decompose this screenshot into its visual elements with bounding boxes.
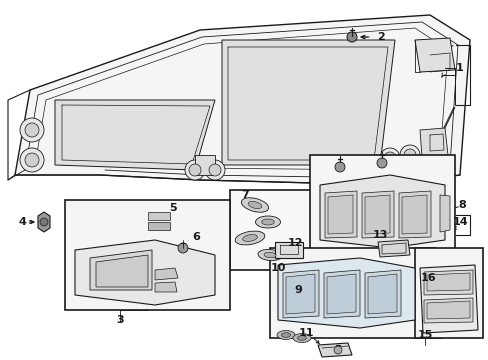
Text: 5: 5 [169,203,177,213]
Circle shape [184,160,204,180]
Circle shape [403,149,415,161]
Polygon shape [364,270,400,318]
Polygon shape [361,191,393,238]
Polygon shape [326,274,355,314]
Circle shape [20,148,44,172]
Ellipse shape [241,198,268,212]
Polygon shape [401,195,426,234]
Circle shape [334,162,345,172]
Text: 4: 4 [18,217,26,227]
Circle shape [383,152,395,164]
Ellipse shape [242,235,257,242]
Ellipse shape [235,231,264,245]
Ellipse shape [281,333,290,337]
Circle shape [399,145,419,165]
Circle shape [208,164,221,176]
Ellipse shape [255,216,280,228]
Text: 10: 10 [270,263,285,273]
Polygon shape [278,258,414,328]
Polygon shape [364,195,389,234]
Text: 16: 16 [419,273,435,283]
Polygon shape [377,240,409,257]
Text: 7: 7 [241,190,248,200]
Polygon shape [96,255,148,287]
Ellipse shape [261,219,274,225]
Circle shape [204,160,224,180]
Text: 13: 13 [371,230,387,240]
Bar [148,222,170,230]
Bar [274,242,303,258]
Circle shape [189,164,201,176]
Ellipse shape [292,333,310,342]
Text: 1: 1 [455,63,463,73]
Bar [269,248,434,338]
Polygon shape [155,282,177,292]
Polygon shape [55,100,215,170]
Polygon shape [222,40,394,165]
Text: 6: 6 [192,232,200,242]
Ellipse shape [276,330,294,339]
Polygon shape [426,273,469,291]
Text: 2: 2 [376,32,384,42]
Bar [148,212,170,220]
Polygon shape [423,298,472,323]
Polygon shape [15,15,469,185]
Polygon shape [283,270,318,318]
Circle shape [376,158,386,168]
Circle shape [40,218,48,226]
Bar [229,190,339,270]
Text: 14: 14 [451,217,467,227]
Circle shape [25,123,39,137]
Polygon shape [155,268,178,280]
Polygon shape [423,270,472,295]
Polygon shape [414,38,454,72]
Polygon shape [398,191,430,238]
Circle shape [333,346,341,354]
Polygon shape [325,191,356,238]
Polygon shape [38,212,50,232]
Polygon shape [317,343,351,357]
Text: 15: 15 [416,330,432,340]
Circle shape [346,32,356,42]
Bar [65,200,229,310]
Circle shape [379,148,399,168]
Polygon shape [285,274,314,314]
Ellipse shape [248,201,261,209]
Polygon shape [90,250,152,290]
Text: 9: 9 [293,285,301,295]
Polygon shape [426,301,469,319]
Circle shape [178,243,187,253]
Ellipse shape [264,252,275,258]
Text: 12: 12 [286,238,302,248]
Polygon shape [419,128,447,157]
Text: 8: 8 [457,200,465,210]
Bar [309,155,454,255]
Polygon shape [327,195,352,234]
Polygon shape [324,270,359,318]
Ellipse shape [297,336,306,340]
Circle shape [20,118,44,142]
Polygon shape [367,274,396,314]
Ellipse shape [258,249,282,261]
Polygon shape [419,265,477,333]
Polygon shape [195,155,215,175]
Polygon shape [75,240,215,305]
Text: 11: 11 [298,328,313,338]
Text: 3: 3 [116,315,123,325]
Polygon shape [319,175,444,248]
Polygon shape [439,195,449,232]
Circle shape [25,153,39,167]
Bar [414,248,482,338]
